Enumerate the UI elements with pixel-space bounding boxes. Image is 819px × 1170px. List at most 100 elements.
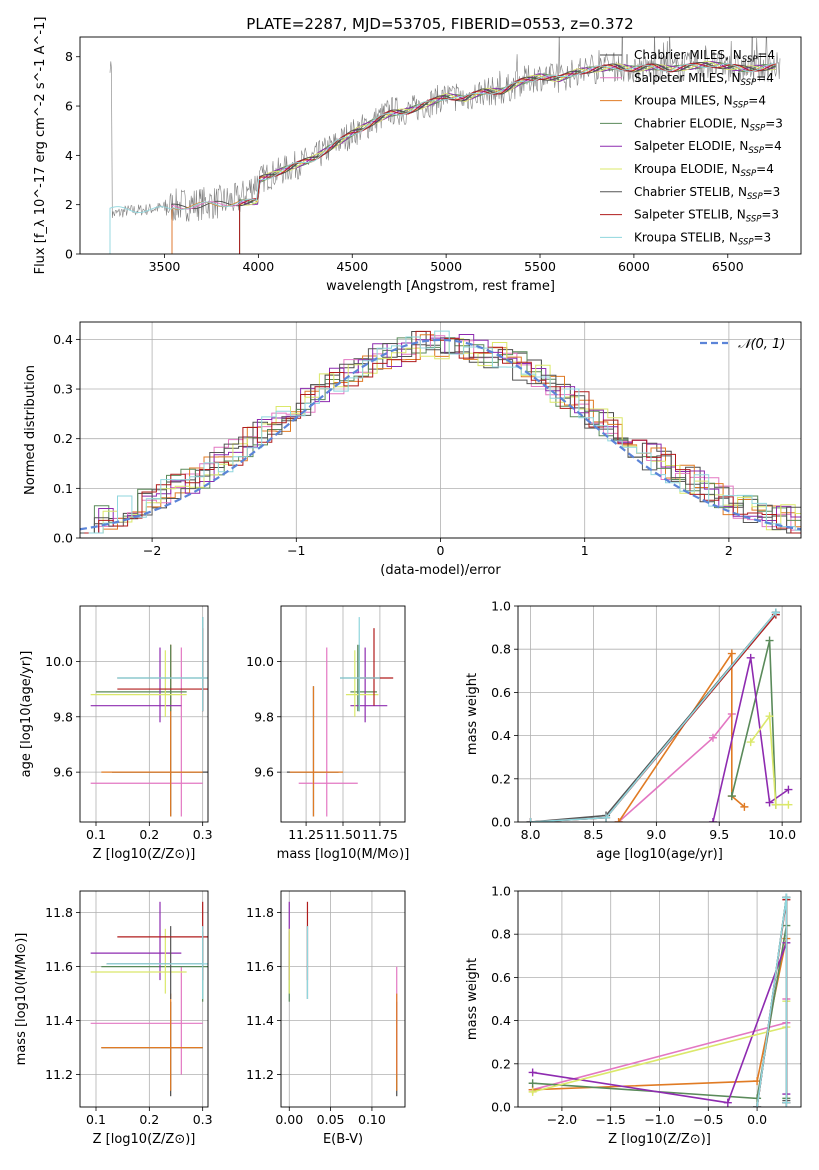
mass-vs-Z-ylabel: mass [log10(M/M⊙)] <box>14 933 29 1066</box>
age-weights-ylabel: mass weight <box>465 673 480 755</box>
age-weights-ytick-label: 1.0 <box>491 599 511 614</box>
weight-marker <box>782 1098 791 1107</box>
mass-vs-EBV-xtick-label: 0.10 <box>358 1112 386 1127</box>
residual-histogram <box>88 334 801 534</box>
weight-marker <box>753 1094 762 1103</box>
age-vs-Z-ytick-label: 9.8 <box>53 709 73 724</box>
weight-marker <box>784 800 793 809</box>
mass-vs-Z-frame <box>79 890 209 1108</box>
spectrum-legend: Chabrier MILES, NSSP=4 Salpeter MILES, NS… <box>600 48 783 247</box>
legend-label: Salpeter ELODIE, NSSP=4 <box>634 139 782 156</box>
Z-weights-marks <box>528 893 791 1107</box>
Z-weights-ytick-label: 0.0 <box>491 1100 511 1115</box>
spectrum-xtick-label: 5500 <box>524 259 556 274</box>
age-weights-xtick-label: 9.0 <box>646 827 666 842</box>
weight-marker <box>765 798 774 807</box>
mass-vs-EBV-xtick-label: 0.00 <box>275 1112 303 1127</box>
age-weights-xlabel: age [log10(age/yr)] <box>596 847 723 862</box>
weight-marker <box>771 800 780 809</box>
age-vs-mass-ytick-label: 10.0 <box>246 654 274 669</box>
weight-marker <box>753 1103 762 1107</box>
residuals-xtick-label: 1 <box>581 543 589 558</box>
weight-marker <box>708 733 717 742</box>
mass-vs-Z-xtick-label: 0.1 <box>86 1112 106 1127</box>
mass-vs-Z-xtick-label: 0.2 <box>139 1112 159 1127</box>
age-weights-plot: 8.0 8.5 9.0 9.5 10.0 0.0 0.2 0.4 0.6 0.8 1.0 age [l… <box>465 599 802 862</box>
residual-histogram <box>84 334 801 534</box>
mass-vs-EBV-frame <box>280 890 406 1108</box>
Z-weights-ytick-label: 0.8 <box>491 927 511 942</box>
age-weights-ytick-label: 0.4 <box>491 728 511 743</box>
spectrum-xtick-label: 6000 <box>618 259 650 274</box>
age-weights-xtick-label: 10.0 <box>768 827 796 842</box>
residual-histogram <box>84 330 801 534</box>
weight-line <box>756 897 788 1107</box>
weight-marker <box>771 608 780 617</box>
spectrum-xlabel: wavelength [Angstrom, rest frame] <box>326 279 555 294</box>
legend-label: Chabrier ELODIE, NSSP=3 <box>634 116 783 133</box>
mass-vs-EBV-marks <box>288 901 398 1097</box>
weight-marker <box>723 1098 732 1107</box>
legend-label: Chabrier STELIB, NSSP=3 <box>634 185 780 202</box>
residuals-marks <box>80 330 801 534</box>
residuals-ytick-label: 0.3 <box>53 382 73 397</box>
age-weights-ytick-label: 0.2 <box>491 771 511 786</box>
weight-marker <box>765 712 774 721</box>
spectrum-ytick-label: 6 <box>65 99 73 114</box>
age-vs-mass-xlabel: mass [log10(M/M⊙)] <box>277 847 410 862</box>
spectrum-ytick-label: 8 <box>65 49 73 64</box>
residuals-xtick-label: 2 <box>725 543 733 558</box>
weight-marker <box>708 818 717 822</box>
weight-line <box>750 713 789 806</box>
age-vs-mass-plot: 11.25 11.50 11.75 9.6 9.8 10.0 mass [log10(M/M… <box>246 605 410 862</box>
age-weights-xtick-label: 9.5 <box>709 827 729 842</box>
mass-vs-Z-xlabel: Z [log10(Z/Z⊙)] <box>93 1132 196 1147</box>
Z-weights-xtick-label: −0.5 <box>693 1112 723 1127</box>
residuals-ylabel: Normed distribution <box>23 365 38 495</box>
age-vs-mass-marks <box>286 617 394 817</box>
Z-weights-ytick-label: 0.2 <box>491 1056 511 1071</box>
observed-spectrum-line <box>109 37 781 222</box>
Z-weights-xtick-label: −1.0 <box>644 1112 674 1127</box>
Z-weights-ytick-label: 0.6 <box>491 970 511 985</box>
legend-label: Salpeter MILES, NSSP=4 <box>634 71 774 88</box>
residual-histogram <box>80 337 801 534</box>
mass-vs-EBV-plot: 0.00 0.05 0.10 11.2 11.4 11.6 11.8 E(B-V) <box>246 890 406 1147</box>
weight-line <box>731 640 777 805</box>
residuals-ytick-label: 0.1 <box>53 481 73 496</box>
Z-weights-xtick-label: −2.0 <box>547 1112 577 1127</box>
spectrum-ytick-label: 2 <box>65 197 73 212</box>
spectrum-xtick-label: 5000 <box>430 259 462 274</box>
Z-weights-xtick-label: 0.0 <box>747 1112 767 1127</box>
residuals-xlabel: (data-model)/error <box>380 563 501 578</box>
mass-vs-Z-ytick-label: 11.2 <box>45 1067 73 1082</box>
residuals-ytick-label: 0.0 <box>53 531 73 546</box>
weight-marker <box>746 653 755 662</box>
spectrum-frame <box>79 36 802 255</box>
weight-marker <box>614 818 623 822</box>
Z-weights-ylabel: mass weight <box>465 958 480 1040</box>
weight-marker <box>727 792 736 801</box>
residuals-ytick-label: 0.2 <box>53 431 73 446</box>
mass-vs-Z-marks <box>90 901 208 1097</box>
weight-marker <box>784 785 793 794</box>
weight-line <box>618 713 733 822</box>
mass-vs-EBV-ytick-label: 11.6 <box>246 959 274 974</box>
model-spectrum-line <box>239 61 777 254</box>
mass-vs-EBV-xtick-label: 0.05 <box>317 1112 345 1127</box>
mass-vs-Z-xtick-label: 0.3 <box>193 1112 213 1127</box>
legend-label: Kroupa ELODIE, NSSP=4 <box>634 162 774 179</box>
legend-label: Kroupa MILES, NSSP=4 <box>634 94 766 111</box>
Z-weights-xtick-label: −1.5 <box>596 1112 626 1127</box>
age-vs-Z-ytick-label: 10.0 <box>45 654 73 669</box>
age-vs-Z-marks <box>90 617 208 817</box>
residuals-ytick-label: 0.4 <box>53 332 73 347</box>
Z-weights-plot: −2.0 −1.5 −1.0 −0.5 0.0 0.0 0.2 0.4 0.6 0.8 1.0 Z [… <box>465 884 802 1147</box>
residual-legend-label: 𝒩(0, 1) <box>738 337 785 352</box>
age-weights-xtick-label: 8.0 <box>521 827 541 842</box>
age-weights-xtick-label: 8.5 <box>584 827 604 842</box>
normal-reference-curve <box>80 338 801 531</box>
mass-vs-Z-ytick-label: 11.6 <box>45 959 73 974</box>
spectrum-xtick-label: 3500 <box>149 259 181 274</box>
